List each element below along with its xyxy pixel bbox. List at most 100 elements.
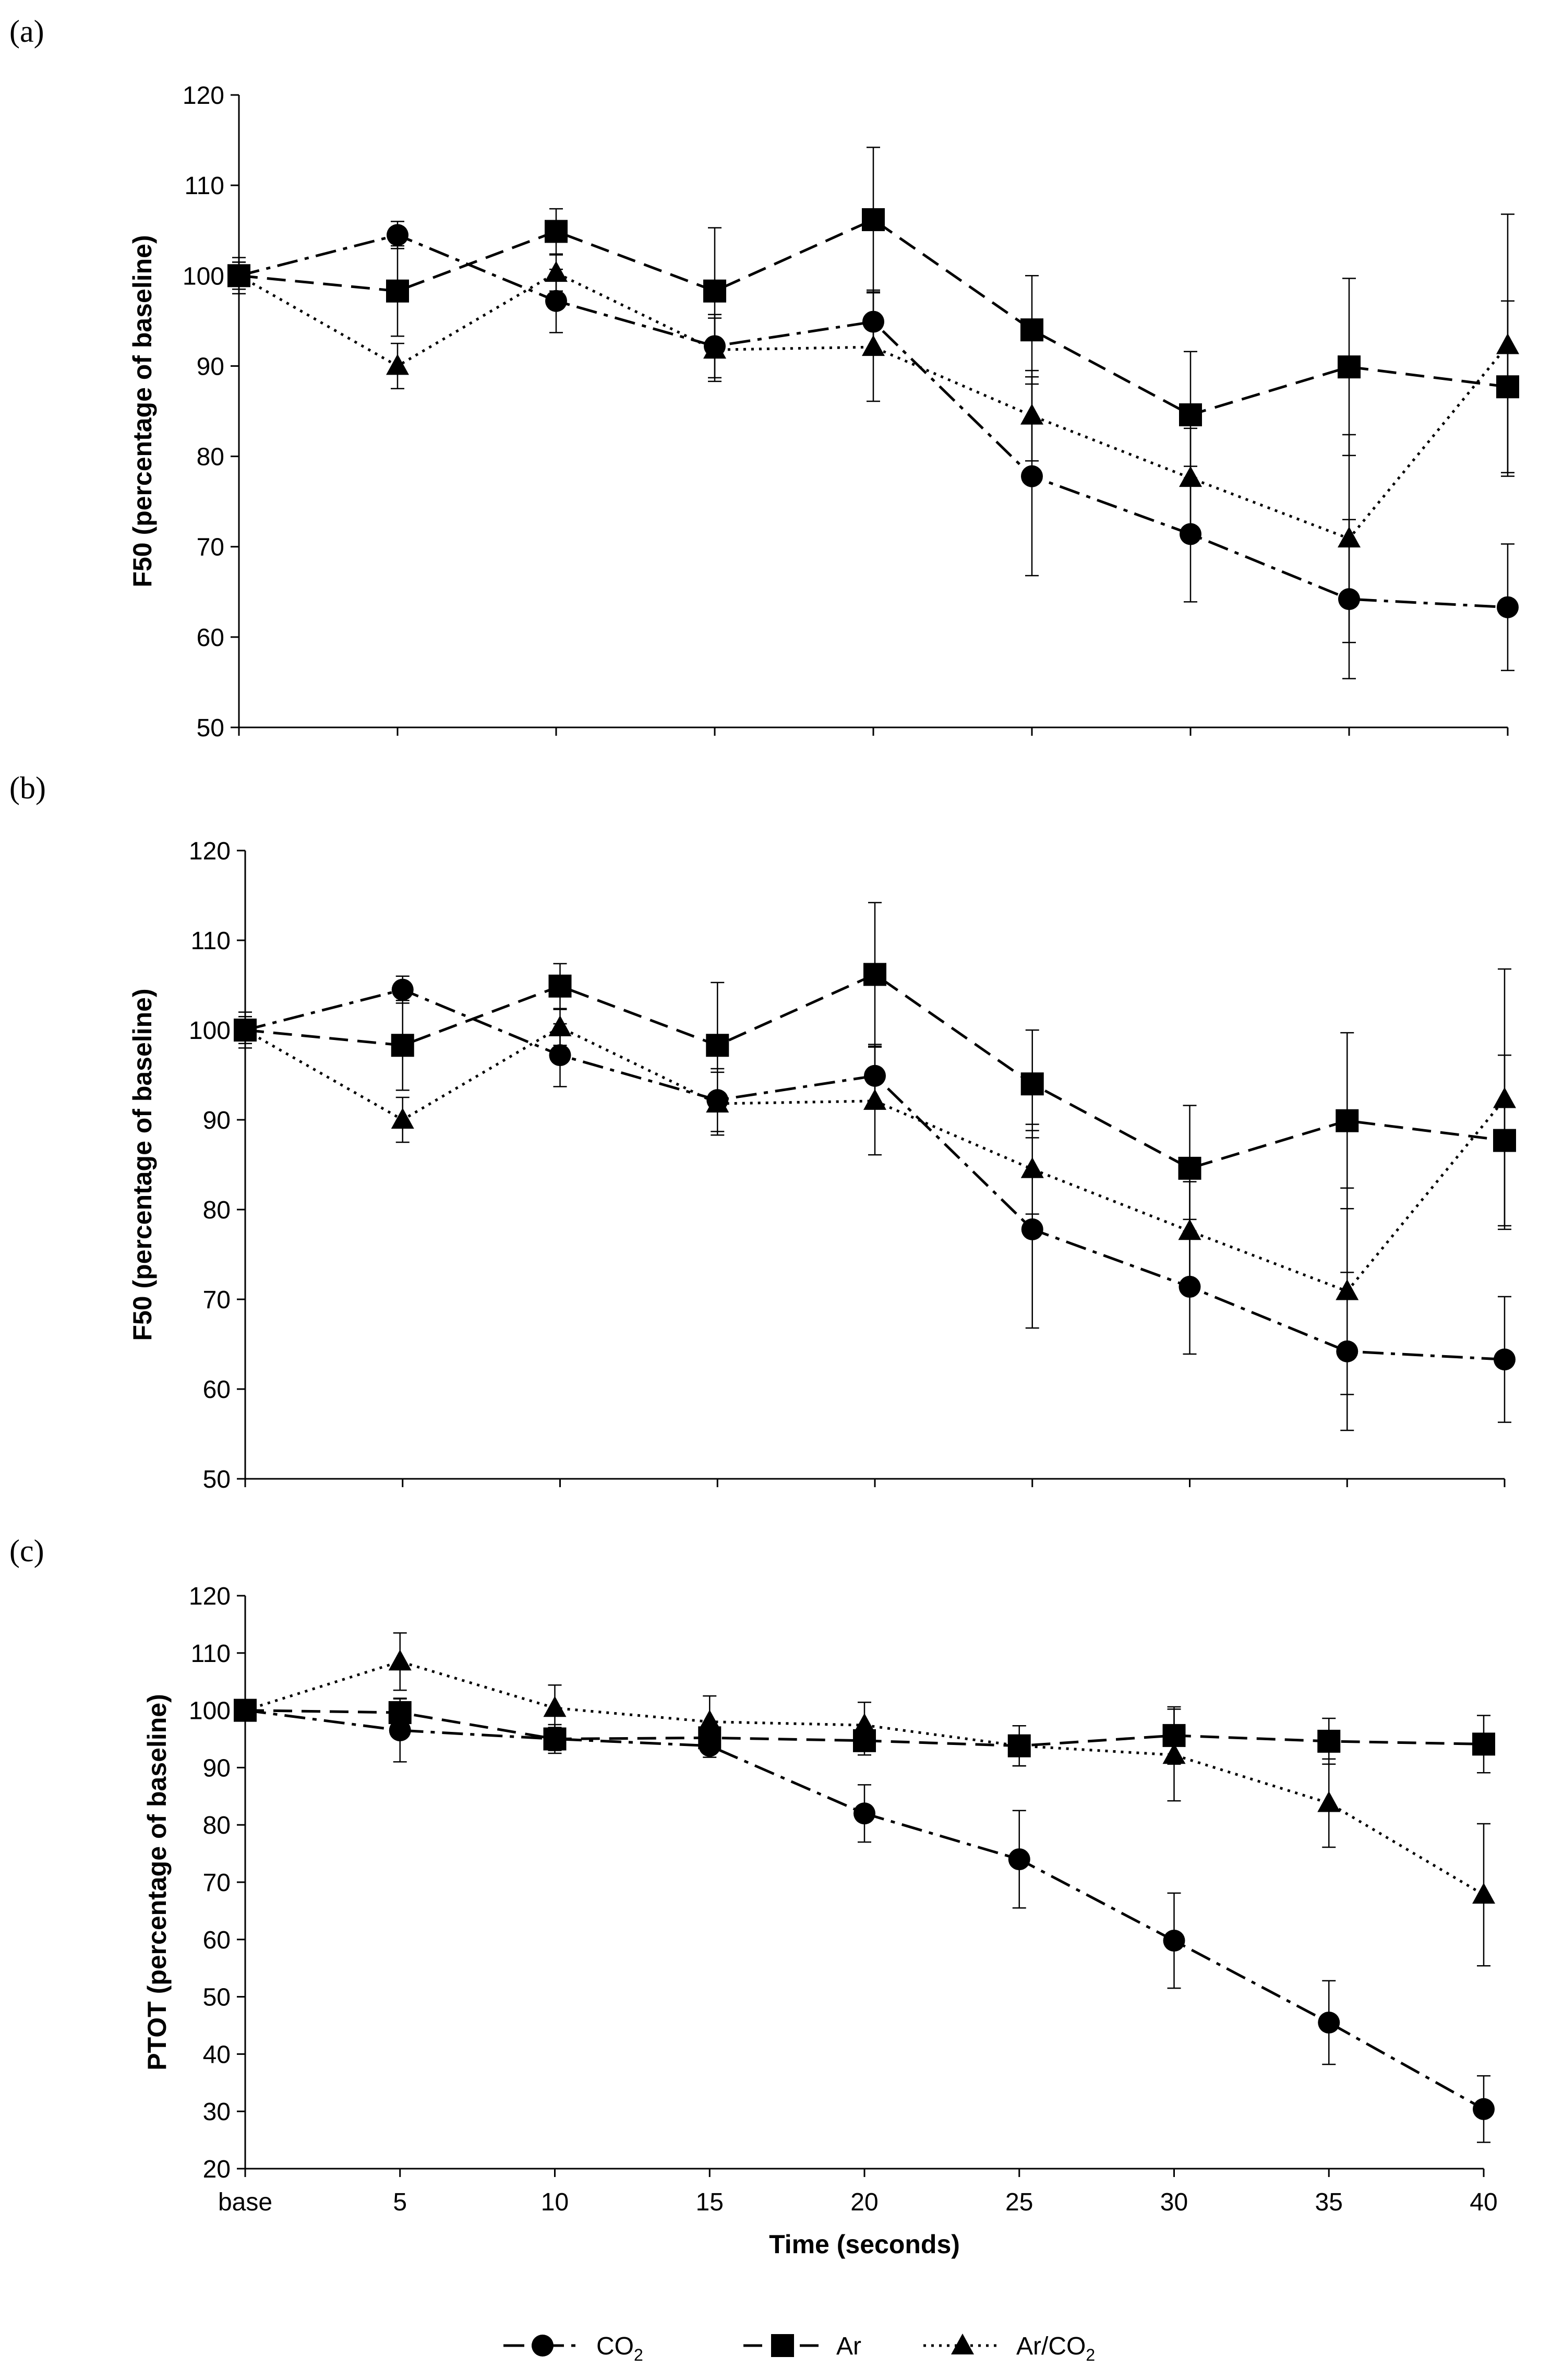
y-tick-label: 70 <box>203 1286 231 1314</box>
data-point <box>1021 1218 1043 1240</box>
legend-label: Ar/CO2 <box>1016 2333 1095 2364</box>
legend-item-2: Ar/CO2 <box>923 2333 1095 2364</box>
series-line <box>245 1709 1485 2110</box>
x-tick-label: 30 <box>1160 2188 1188 2216</box>
y-tick-label: 80 <box>203 1197 231 1224</box>
series-line <box>245 988 1505 1361</box>
data-point <box>862 208 885 231</box>
data-point <box>1179 466 1202 487</box>
x-tick-label: 10 <box>541 2188 569 2216</box>
y-tick-label: 80 <box>203 1812 231 1839</box>
data-point <box>548 1015 572 1036</box>
data-point <box>862 335 885 356</box>
x-tick-label: 5 <box>393 2188 407 2216</box>
y-tick-label: 120 <box>189 1583 231 1610</box>
y-tick-label: 60 <box>197 624 224 652</box>
data-point <box>545 261 568 282</box>
y-tick-label: 50 <box>203 1984 231 2012</box>
y-tick-label: 100 <box>189 1697 231 1725</box>
legend-marker <box>771 2334 794 2357</box>
data-point <box>234 1698 257 1719</box>
y-tick-label: 110 <box>184 172 224 200</box>
y-tick-label: 20 <box>203 2156 231 2183</box>
data-point <box>543 1696 567 1717</box>
series-line <box>238 218 1508 416</box>
legend-item-1: Ar <box>743 2333 861 2360</box>
data-point <box>545 290 567 312</box>
x-tick-label: base <box>218 2188 272 2216</box>
data-point <box>1338 527 1361 548</box>
y-tick-label: 60 <box>203 1927 231 1954</box>
chart-panel-b: (b) 50 60 70 80 90 100 110 120 F50 (percentage of… <box>9 771 1516 1493</box>
y-tick-label: 30 <box>203 2098 231 2126</box>
data-point <box>548 974 572 998</box>
panel-label: (c) <box>9 1534 44 1568</box>
y-tick-label: 50 <box>203 1466 231 1493</box>
y-axis-title: PTOT (percentage of baseline) <box>142 1694 172 2070</box>
data-point <box>1473 2098 1495 2120</box>
series-line <box>238 271 1509 541</box>
data-point <box>1338 355 1361 379</box>
data-point <box>1020 318 1043 342</box>
y-tick-label: 90 <box>203 1107 231 1134</box>
y-tick-label: 70 <box>197 534 224 561</box>
data-point <box>698 1709 722 1731</box>
series-ar-co2 <box>234 1632 1495 1967</box>
panel-label: (b) <box>9 771 46 805</box>
data-point <box>549 1044 571 1067</box>
y-tick-label: 60 <box>203 1376 231 1404</box>
legend-item-0: CO2 <box>503 2333 643 2364</box>
data-point <box>1007 1733 1031 1755</box>
data-point <box>1020 403 1043 425</box>
y-tick-label: 70 <box>203 1869 231 1897</box>
y-tick-label: 40 <box>203 2041 231 2068</box>
legend-label: CO2 <box>596 2333 643 2364</box>
legend-marker <box>951 2334 974 2354</box>
data-point <box>1317 1729 1341 1753</box>
data-point <box>1496 333 1519 354</box>
panel-label: (a) <box>9 14 44 49</box>
data-point <box>1021 465 1043 487</box>
data-point <box>1336 1109 1359 1132</box>
y-tick-label: 100 <box>189 1017 231 1045</box>
data-point <box>1020 1157 1044 1178</box>
series-line <box>238 233 1508 609</box>
data-point <box>1472 1883 1495 1904</box>
data-point <box>1494 1348 1516 1371</box>
data-point <box>706 1034 729 1057</box>
data-point <box>1497 596 1519 618</box>
data-point <box>1180 523 1201 545</box>
data-point <box>389 1719 411 1742</box>
data-point <box>706 1092 729 1113</box>
data-point <box>227 264 250 285</box>
x-tick-label: 20 <box>850 2188 878 2216</box>
y-tick-label: 80 <box>197 444 224 471</box>
data-point <box>1179 1275 1201 1298</box>
data-point <box>703 279 726 303</box>
data-point <box>1179 403 1202 426</box>
x-tick-label: 40 <box>1470 2188 1497 2216</box>
y-tick-label: 100 <box>183 262 224 290</box>
y-tick-label: 120 <box>183 82 224 110</box>
data-point <box>387 224 408 246</box>
series-line <box>245 973 1505 1170</box>
series-ar-co2 <box>234 968 1516 1395</box>
legend-marker <box>532 2335 554 2357</box>
y-tick-label: 90 <box>197 353 224 380</box>
data-point <box>1318 2012 1340 2034</box>
data-point <box>391 1108 414 1129</box>
data-point <box>1162 1743 1186 1764</box>
data-point <box>1163 1929 1185 1952</box>
y-tick-label: 120 <box>189 838 231 865</box>
data-point <box>1472 1732 1495 1756</box>
y-tick-label: 90 <box>203 1754 231 1782</box>
data-point <box>863 1089 886 1110</box>
data-point <box>388 1701 412 1724</box>
chart-panel-a: (a) 50 60 70 80 90 100 110 120 F50 (percentage of… <box>9 14 1519 742</box>
data-point <box>1493 1087 1516 1108</box>
data-point <box>545 220 568 243</box>
data-point <box>234 1018 257 1039</box>
legend: CO2 Ar Ar/CO2 <box>503 2333 1095 2364</box>
x-axis-title: Time (seconds) <box>769 2230 960 2259</box>
